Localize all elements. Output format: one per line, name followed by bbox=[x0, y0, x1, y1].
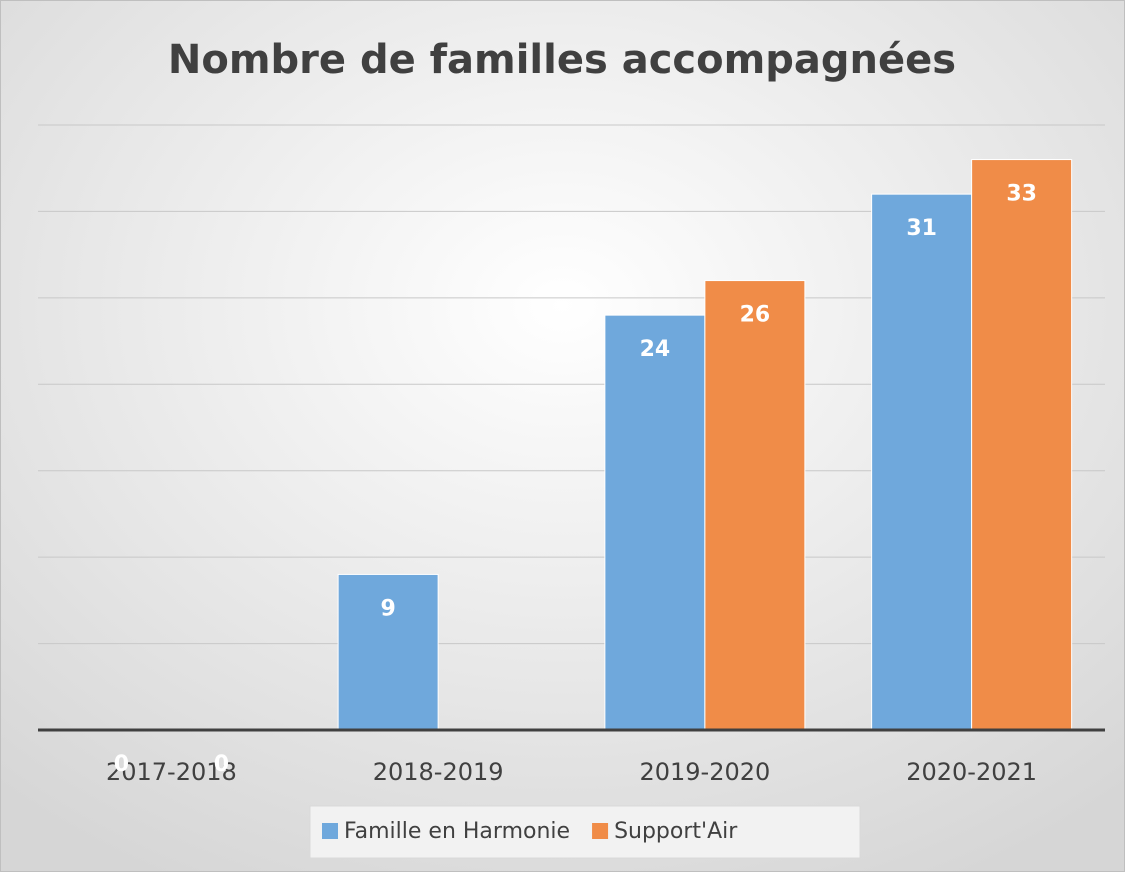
x-tick-label: 2019-2020 bbox=[639, 758, 770, 786]
legend-label: Famille en Harmonie bbox=[344, 819, 570, 844]
chart-title: Nombre de familles accompagnées bbox=[168, 37, 956, 83]
bar bbox=[337, 573, 439, 731]
bar bbox=[704, 280, 806, 731]
data-label: 9 bbox=[380, 596, 395, 621]
data-label: 31 bbox=[906, 216, 937, 241]
legend bbox=[309, 805, 861, 859]
data-label: 26 bbox=[740, 303, 771, 328]
legend-label: Support'Air bbox=[614, 819, 738, 844]
x-tick-label: 2018-2019 bbox=[373, 758, 504, 786]
data-label: 0 bbox=[114, 752, 129, 777]
legend-swatch bbox=[592, 823, 609, 839]
data-label: 24 bbox=[640, 337, 671, 362]
data-label: 0 bbox=[214, 752, 229, 777]
x-tick-label: 2017-2018 bbox=[106, 758, 237, 786]
data-label: 33 bbox=[1006, 182, 1037, 207]
x-tick-label: 2020-2021 bbox=[906, 758, 1037, 786]
bar bbox=[604, 314, 706, 731]
bar bbox=[971, 159, 1073, 731]
bar bbox=[871, 193, 973, 731]
legend-swatch bbox=[322, 823, 338, 839]
